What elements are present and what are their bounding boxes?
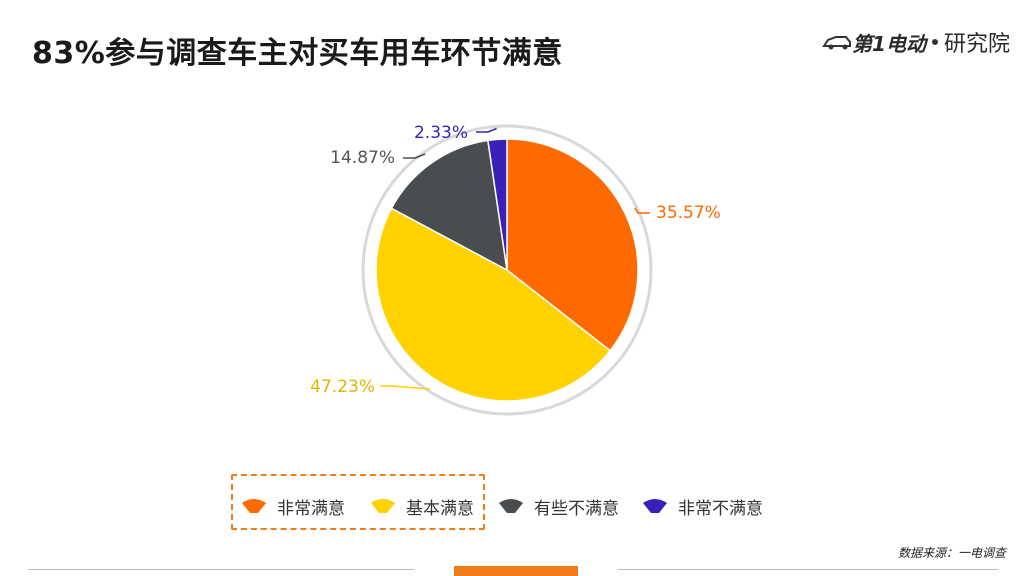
- data-label-very-dissatisfied: 2.33%: [414, 123, 468, 143]
- car-logo-icon: [822, 36, 852, 50]
- pie-outer-ring: [361, 124, 653, 416]
- legend-swatch-icon: [371, 499, 395, 513]
- page-title: 83%参与调查车主对买车用车环节满意: [32, 36, 563, 71]
- footer-accent-bar: [454, 566, 578, 576]
- legend-item-basically-satisfied: 基本满意: [370, 495, 474, 519]
- footer-divider-left: [28, 569, 414, 570]
- callout-line-somewhat-dissatisfied: [403, 153, 426, 159]
- callout-line-very-dissatisfied: [476, 127, 497, 133]
- legend-label: 有些不满意: [534, 498, 619, 519]
- callout-line-basically-satisfied: [380, 385, 430, 390]
- data-label-basically-satisfied: 47.23%: [310, 377, 375, 397]
- pie-slice-basically-satisfied: [375, 207, 612, 402]
- pie-slice-very-satisfied: [506, 138, 639, 352]
- brand-name: 研究院: [943, 32, 1010, 57]
- pie-slice-very-dissatisfied: [487, 138, 508, 271]
- legend-label: 基本满意: [406, 498, 474, 519]
- callout-line-very-satisfied: [634, 207, 650, 214]
- legend-item-very-satisfied: 非常满意: [241, 495, 345, 519]
- legend-label: 非常不满意: [678, 498, 763, 519]
- legend-swatch-icon: [499, 499, 523, 513]
- data-label-very-satisfied: 35.57%: [656, 203, 721, 223]
- brand-logo-text: 第1电动: [852, 31, 926, 56]
- pie-slice-somewhat-dissatisfied: [390, 139, 508, 272]
- legend-label: 非常满意: [277, 498, 345, 519]
- brand-logo-group: 第1电动 研究院: [822, 26, 1010, 58]
- legend-item-very-dissatisfied: 非常不满意: [642, 495, 763, 519]
- data-label-somewhat-dissatisfied: 14.87%: [330, 148, 395, 168]
- footer-divider-right: [618, 569, 998, 570]
- legend-swatch-icon: [242, 499, 266, 513]
- legend-swatch-icon: [643, 499, 667, 513]
- legend-item-somewhat-dissatisfied: 有些不满意: [498, 495, 619, 519]
- data-source: 数据来源：一电调查: [897, 546, 1006, 560]
- legend-highlight-box: [231, 474, 485, 530]
- brand-separator-dot: [931, 39, 938, 45]
